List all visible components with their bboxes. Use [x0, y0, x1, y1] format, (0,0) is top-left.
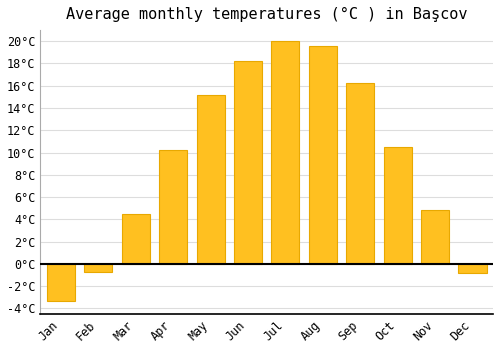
Bar	[47, 264, 75, 301]
Bar	[196, 94, 224, 264]
Bar	[272, 41, 299, 264]
Bar	[159, 150, 187, 264]
Bar	[84, 264, 112, 272]
Bar	[458, 264, 486, 273]
Bar	[346, 84, 374, 264]
Bar	[309, 46, 337, 264]
Bar	[421, 210, 449, 264]
Bar	[122, 214, 150, 264]
Bar	[384, 147, 411, 264]
Title: Average monthly temperatures (°C ) in Başcov: Average monthly temperatures (°C ) in Ba…	[66, 7, 468, 22]
Bar	[234, 61, 262, 264]
